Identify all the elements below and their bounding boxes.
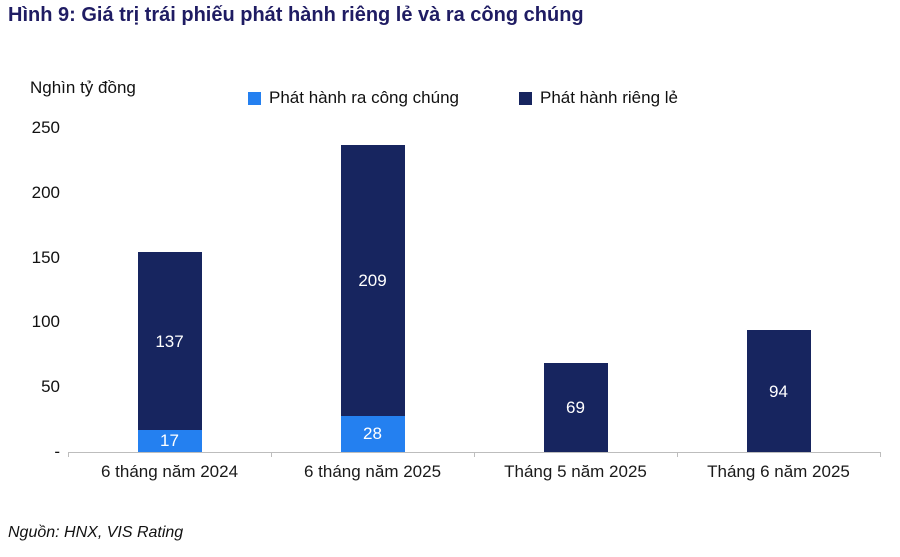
x-axis-label: Tháng 5 năm 2025 xyxy=(504,462,647,481)
bar-segment-value: 209 xyxy=(340,144,405,416)
x-axis-label: 6 tháng năm 2025 xyxy=(303,462,442,481)
x-axis-label: 6 tháng năm 2024 xyxy=(100,462,239,481)
legend-label: Phát hành riêng lẻ xyxy=(539,88,678,107)
bar-4: 94 xyxy=(746,330,811,452)
bar-1: 137 17 xyxy=(137,252,202,452)
legend-item: Phát hành ra công chúng xyxy=(248,88,459,108)
y-axis-tick: 150 xyxy=(31,247,60,267)
y-axis-tick: 200 xyxy=(31,182,60,202)
bar-segment-value: 69 xyxy=(543,362,608,452)
page-title: Hình 9: Giá trị trái phiếu phát hành riê… xyxy=(8,4,584,26)
bar-2: 209 28 xyxy=(340,144,405,452)
x-axis-label: Tháng 6 năm 2025 xyxy=(707,462,850,481)
legend-item: Phát hành riêng lẻ xyxy=(518,88,678,108)
bar-segment-value: 28 xyxy=(340,415,405,452)
legend-swatch-icon xyxy=(248,91,261,105)
axis-tick-mark xyxy=(880,452,881,457)
axis-tick-mark xyxy=(677,452,678,457)
legend-label: Phát hành ra công chúng xyxy=(269,88,459,107)
bar-segment-value: 137 xyxy=(137,252,202,430)
axis-tick-mark xyxy=(68,452,69,457)
y-axis-tick: 100 xyxy=(31,312,60,332)
axis-tick-mark xyxy=(474,452,475,457)
axis-tick-mark xyxy=(271,452,272,457)
y-axis-tick: - xyxy=(54,442,60,461)
legend: Phát hành ra công chúng Phát hành riêng l… xyxy=(248,88,678,108)
y-axis-unit-label: Nghìn tỷ đồng xyxy=(30,78,136,97)
bar-segment-value: 17 xyxy=(137,429,202,452)
bar-3: 69 xyxy=(543,362,608,452)
bar-segment-value: 94 xyxy=(746,330,811,452)
source-note: Nguồn: HNX, VIS Rating xyxy=(8,524,184,541)
legend-swatch-icon xyxy=(518,91,532,105)
y-axis-tick: 250 xyxy=(31,118,60,137)
y-axis-tick: 50 xyxy=(41,377,60,397)
